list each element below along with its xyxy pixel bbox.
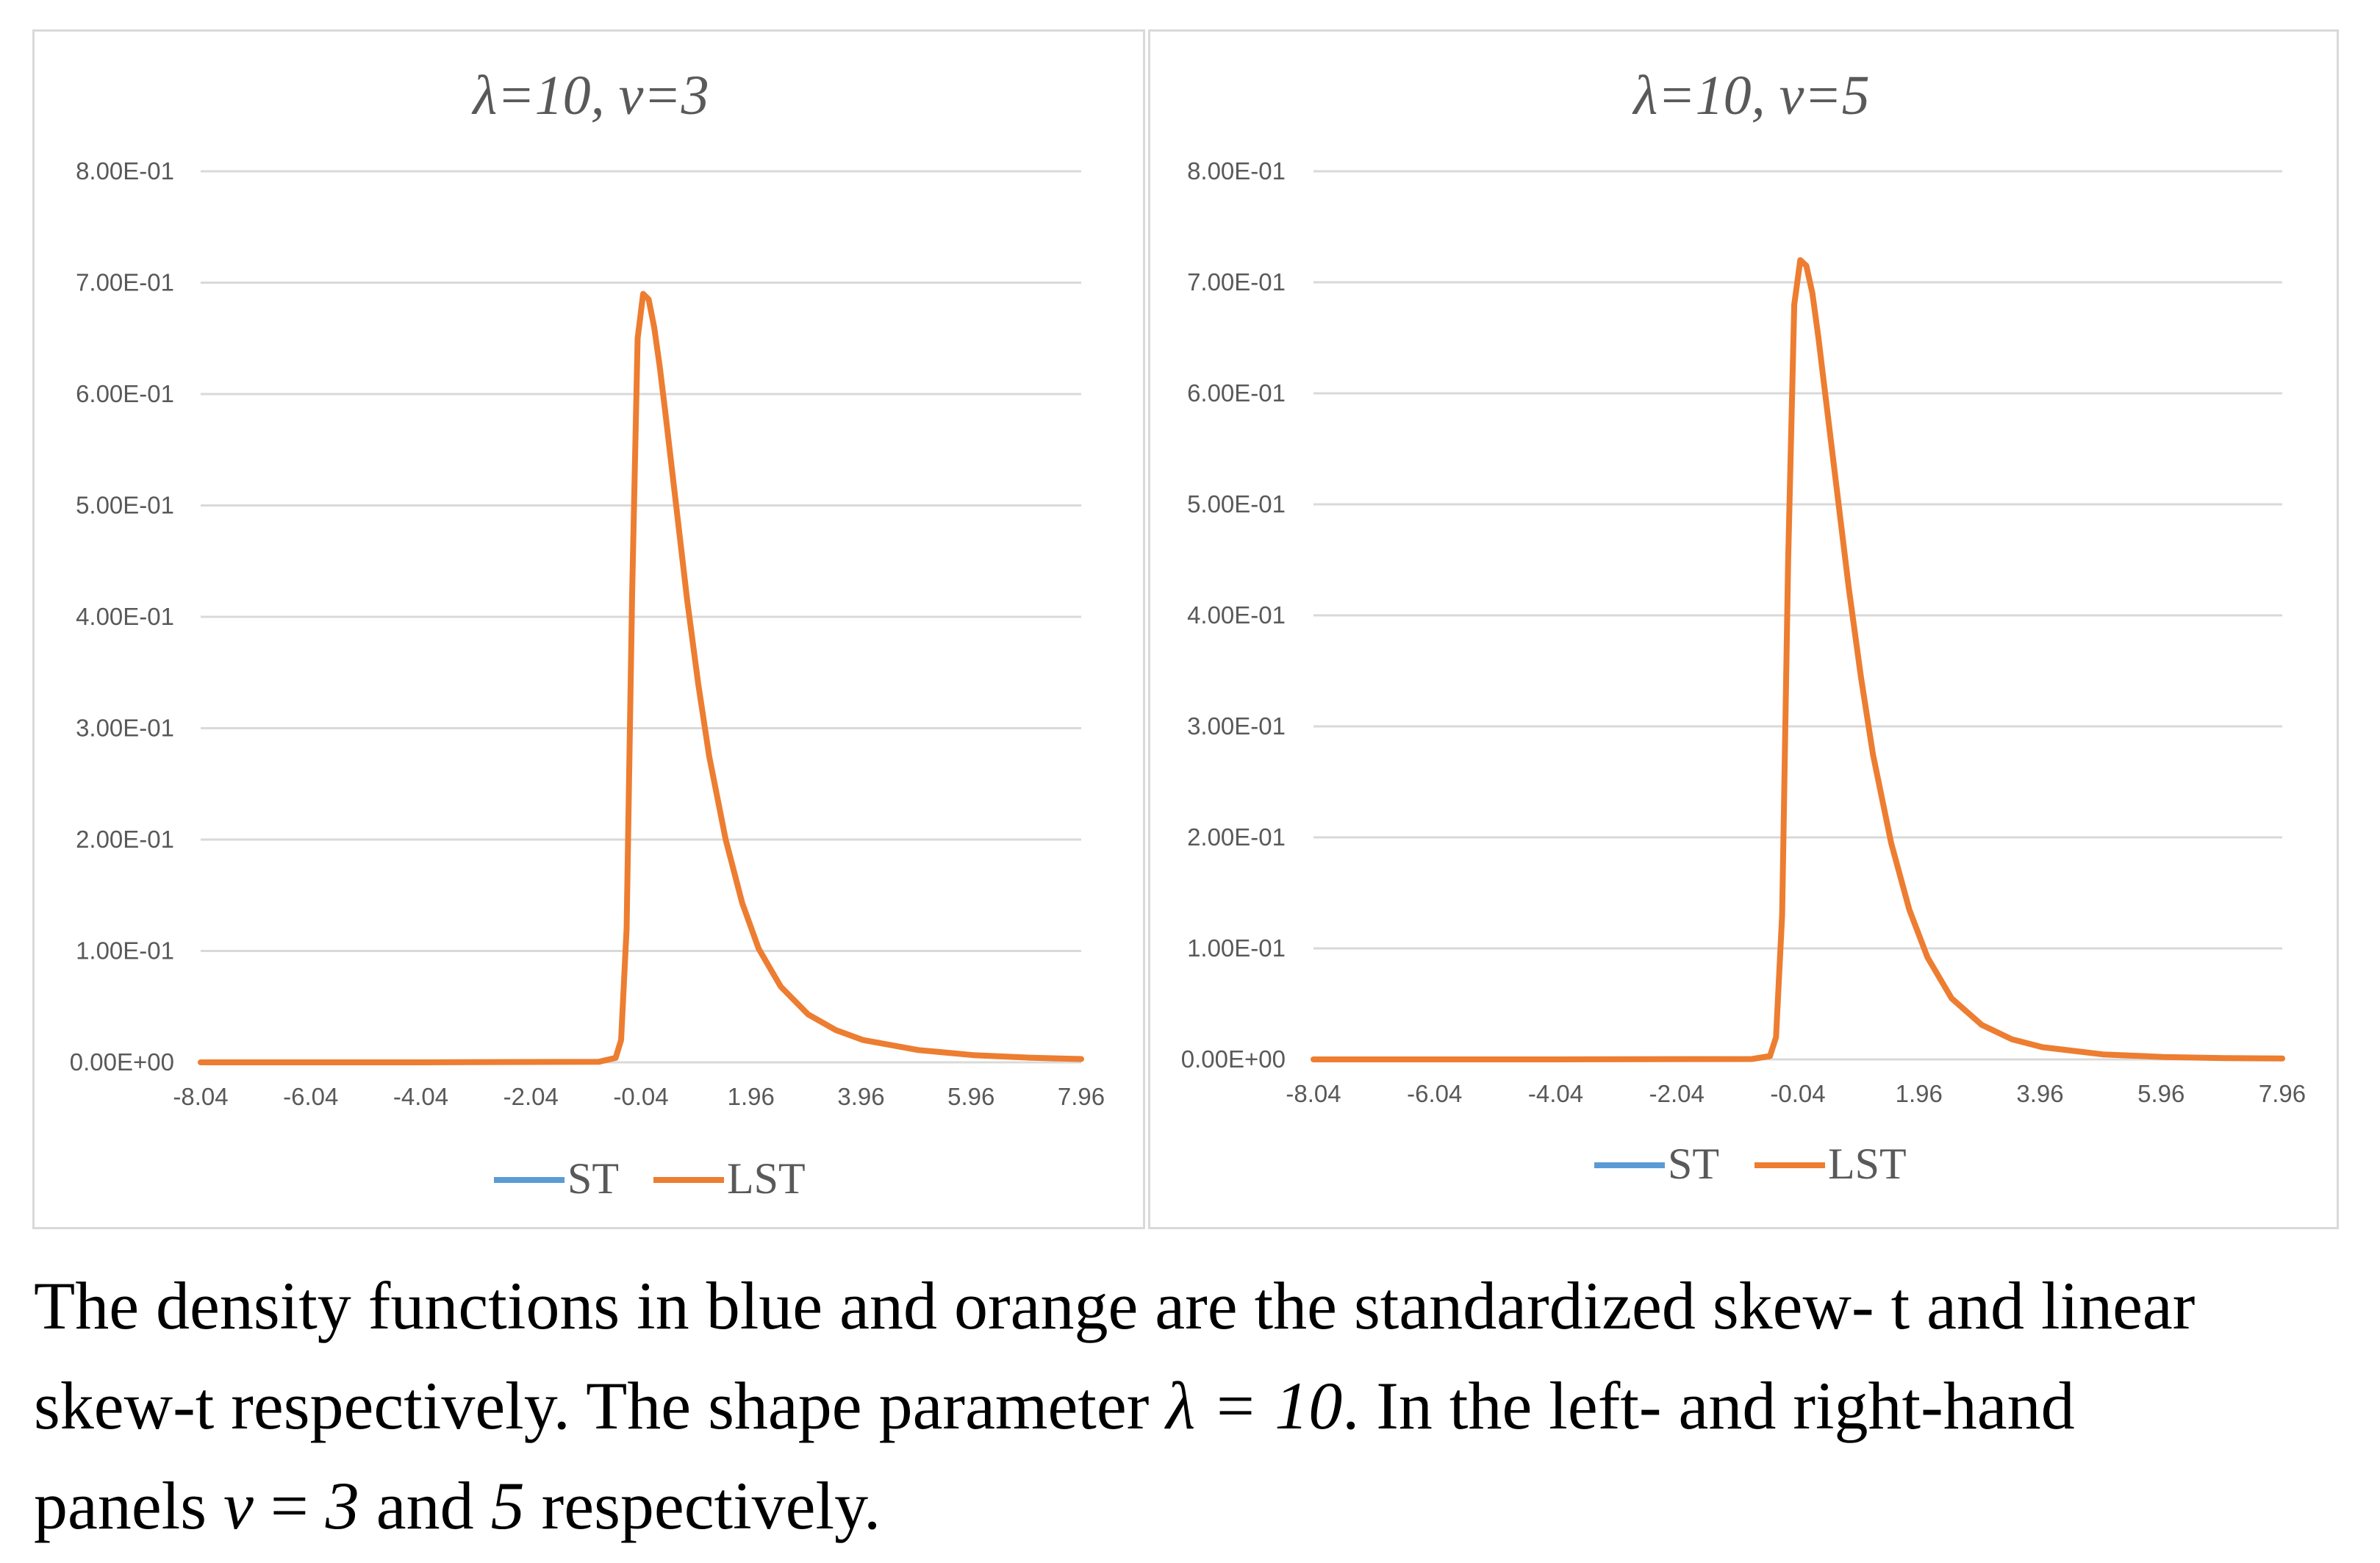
y-tick-label: 3.00E-01 xyxy=(76,715,174,742)
x-tick-label: -2.04 xyxy=(1649,1080,1705,1107)
caption-and: and xyxy=(359,1468,491,1543)
caption-line-1: The density functions in blue and orange… xyxy=(34,1268,2196,1343)
series-line-lst xyxy=(198,290,1084,1065)
y-tick-label: 2.00E-01 xyxy=(1187,823,1286,851)
chart-title: λ=10, ν=3 xyxy=(471,65,709,126)
y-tick-label: 4.00E-01 xyxy=(76,603,174,630)
y-tick-label: 8.00E-01 xyxy=(1187,157,1286,185)
x-tick-label: -4.04 xyxy=(393,1083,448,1110)
y-tick-label: 3.00E-01 xyxy=(1187,712,1286,740)
y-tick-label: 4.00E-01 xyxy=(1187,601,1286,629)
x-tick-label: -0.04 xyxy=(613,1083,668,1110)
y-tick-label: 7.00E-01 xyxy=(76,269,174,296)
series-line-st xyxy=(198,291,1084,1065)
caption-line-2a: skew-t respectively. The shape parameter xyxy=(34,1368,1166,1443)
legend-label-lst: LST xyxy=(727,1154,806,1203)
x-tick-label: 1.96 xyxy=(1896,1080,1943,1107)
y-tick-label: 5.00E-01 xyxy=(76,492,174,519)
caption-line-3a: panels xyxy=(34,1468,224,1543)
chart-panel-right: λ=10, ν=5 0.00E+00 1.00E-01 2.00E-01 3.00E-0… xyxy=(1148,29,2339,1229)
y-tick-label: 1.00E-01 xyxy=(76,937,174,965)
series-line-st xyxy=(1311,257,2285,1062)
y-tick-label: 1.00E-01 xyxy=(1187,934,1286,962)
caption-line-3b: respectively. xyxy=(524,1468,881,1543)
caption-lambda: λ = 10 xyxy=(1166,1368,1343,1443)
y-tick-label: 6.00E-01 xyxy=(1187,379,1286,407)
x-tick-label: 5.96 xyxy=(2137,1080,2184,1107)
chart-left: λ=10, ν=3 0.00E+00 1.00E-01 2.00E-01 3.00E-0… xyxy=(70,65,1105,1203)
caption-line-2b: . In the left- and right-hand xyxy=(1342,1368,2075,1443)
y-tick-label: 2.00E-01 xyxy=(76,826,174,853)
x-tick-label: 5.96 xyxy=(947,1083,994,1110)
y-tick-label: 5.00E-01 xyxy=(1187,490,1286,518)
x-tick-label: -0.04 xyxy=(1770,1080,1825,1107)
chart-title: λ=10, ν=5 xyxy=(1632,65,1869,126)
caption-five: 5 xyxy=(490,1468,525,1543)
chart-panel-left: λ=10, ν=3 0.00E+00 1.00E-01 2.00E-01 3.00E-0… xyxy=(32,29,1145,1229)
x-tick-label: -6.04 xyxy=(1407,1080,1462,1107)
chart-right: λ=10, ν=5 0.00E+00 1.00E-01 2.00E-01 3.00E-0… xyxy=(1181,65,2306,1188)
legend-label-st: ST xyxy=(567,1154,619,1203)
series-line-lst xyxy=(1311,257,2285,1062)
x-tick-label: -6.04 xyxy=(283,1083,338,1110)
x-tick-label: 3.96 xyxy=(837,1083,884,1110)
x-tick-label: -8.04 xyxy=(173,1083,228,1110)
legend-label-lst: LST xyxy=(1828,1140,1907,1188)
caption-three: 3 xyxy=(325,1468,359,1543)
y-tick-label: 0.00E+00 xyxy=(1181,1045,1286,1073)
caption-eq: = xyxy=(253,1468,326,1543)
legend-label-st: ST xyxy=(1668,1140,1719,1188)
x-tick-label: -4.04 xyxy=(1528,1080,1583,1107)
x-tick-label: 7.96 xyxy=(2259,1080,2306,1107)
x-tick-label: 7.96 xyxy=(1058,1083,1105,1110)
y-tick-label: 7.00E-01 xyxy=(1187,268,1286,296)
x-tick-label: 1.96 xyxy=(728,1083,775,1110)
caption-nu: ν xyxy=(223,1468,254,1543)
y-tick-label: 8.00E-01 xyxy=(76,157,174,185)
y-tick-label: 0.00E+00 xyxy=(70,1048,174,1076)
x-tick-label: -2.04 xyxy=(503,1083,559,1110)
y-tick-label: 6.00E-01 xyxy=(76,380,174,407)
x-tick-label: 3.96 xyxy=(2016,1080,2063,1107)
x-tick-label: -8.04 xyxy=(1286,1080,1341,1107)
figure-caption: The density functions in blue and orange… xyxy=(34,1256,2348,1556)
